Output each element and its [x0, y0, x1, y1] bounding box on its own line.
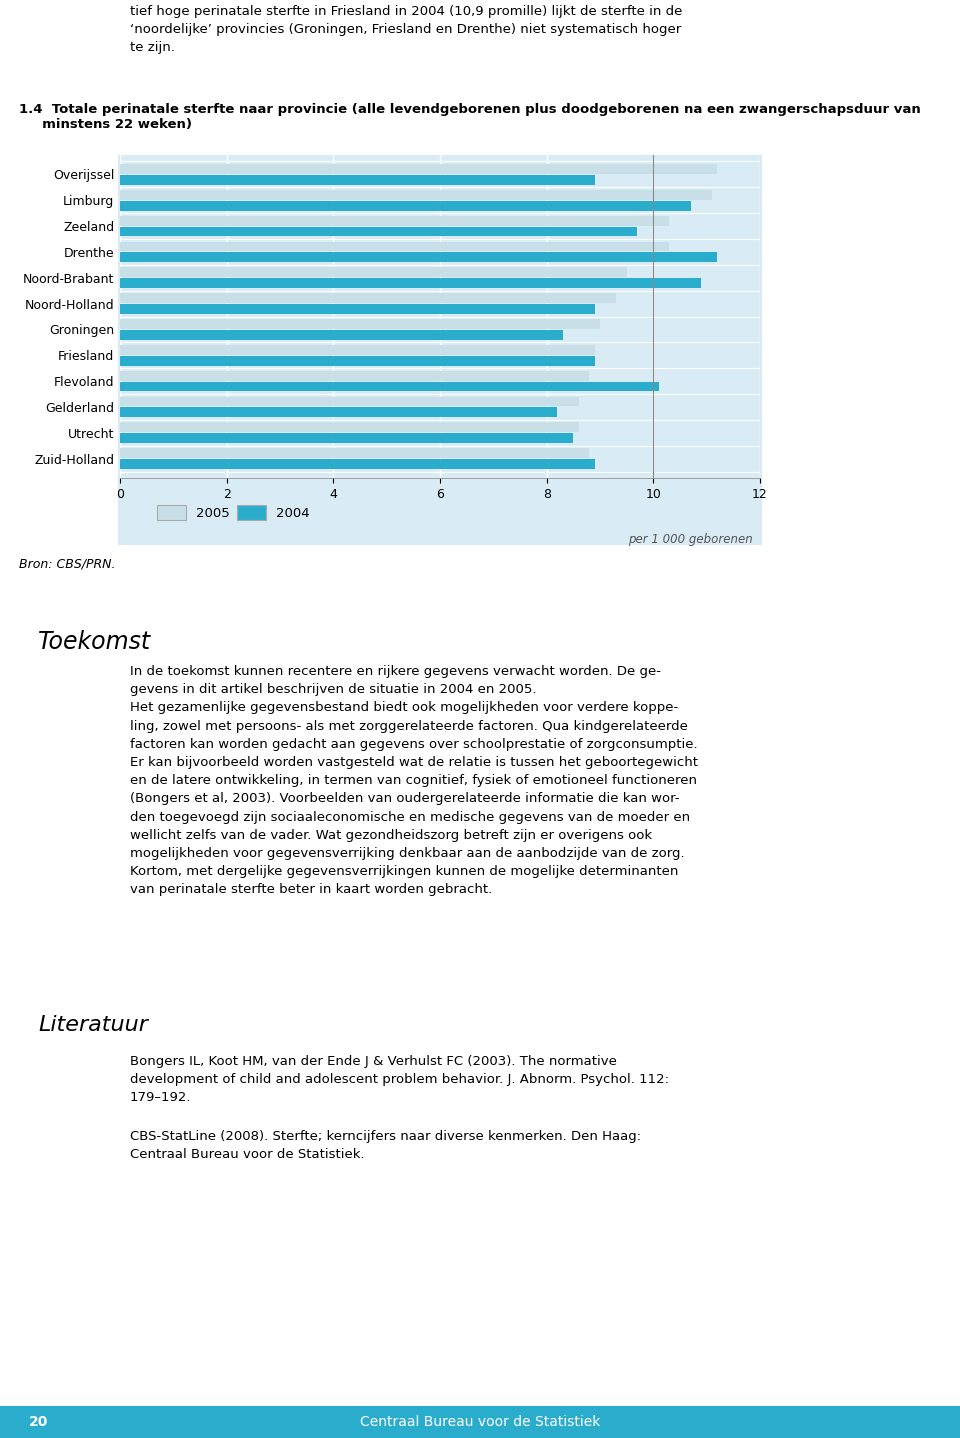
Bar	[120, 433, 573, 443]
Bar	[120, 319, 600, 329]
Text: tief hoge perinatale sterfte in Friesland in 2004 (10,9 promille) lijkt de sterf: tief hoge perinatale sterfte in Frieslan…	[130, 4, 682, 55]
Bar	[120, 279, 702, 288]
Bar	[120, 201, 690, 210]
Text: Bron: CBS/PRN.: Bron: CBS/PRN.	[19, 557, 116, 569]
Bar	[120, 345, 594, 355]
Bar	[120, 459, 594, 469]
Text: CBS-StatLine (2008). Sterfte; kerncijfers naar diverse kenmerken. Den Haag:
Cent: CBS-StatLine (2008). Sterfte; kerncijfer…	[130, 1130, 640, 1162]
Bar	[120, 329, 563, 339]
Text: Toekomst: Toekomst	[38, 630, 152, 654]
Text: Bongers IL, Koot HM, van der Ende J & Verhulst FC (2003). The normative
developm: Bongers IL, Koot HM, van der Ende J & Ve…	[130, 1055, 668, 1104]
Text: Centraal Bureau voor de Statistiek: Centraal Bureau voor de Statistiek	[360, 1415, 600, 1429]
Bar	[120, 381, 659, 391]
Bar	[120, 407, 558, 417]
Bar	[120, 267, 627, 278]
Text: 20: 20	[29, 1415, 48, 1429]
Bar	[120, 355, 594, 365]
Bar	[120, 423, 579, 433]
Text: Literatuur: Literatuur	[38, 1015, 148, 1035]
Bar	[120, 253, 717, 262]
Bar	[120, 449, 589, 459]
Text: minstens 22 weken): minstens 22 weken)	[19, 118, 192, 131]
Bar	[120, 175, 594, 184]
Bar	[120, 371, 589, 381]
Bar	[120, 242, 669, 252]
Bar	[120, 190, 712, 200]
Bar	[120, 303, 594, 313]
Bar	[120, 397, 579, 407]
Text: per 1 000 geborenen: per 1 000 geborenen	[628, 533, 753, 546]
Text: 1.4  Totale perinatale sterfte naar provincie (alle levendgeborenen plus doodgeb: 1.4 Totale perinatale sterfte naar provi…	[19, 104, 921, 116]
Bar	[120, 227, 637, 236]
Bar	[120, 293, 616, 303]
Bar	[120, 164, 717, 174]
Legend: 2005, 2004: 2005, 2004	[156, 505, 310, 519]
Bar	[120, 216, 669, 226]
Text: In de toekomst kunnen recentere en rijkere gegevens verwacht worden. De ge-
geve: In de toekomst kunnen recentere en rijke…	[130, 664, 698, 896]
